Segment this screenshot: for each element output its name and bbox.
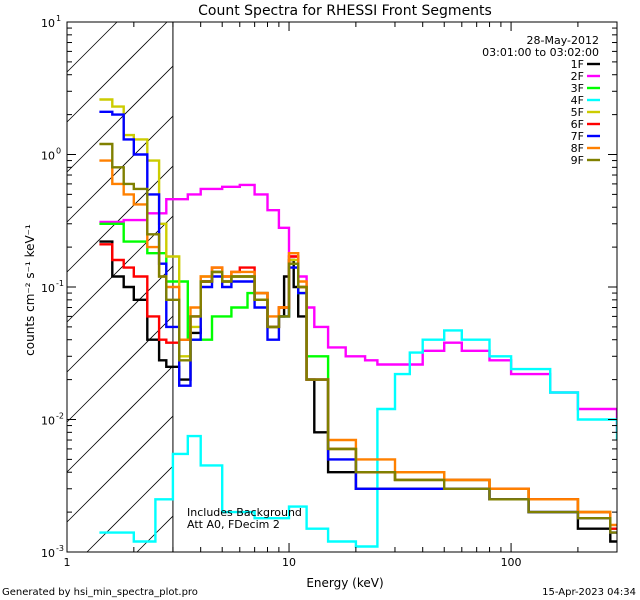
legend-label: 5F — [571, 106, 584, 119]
y-tick-label: 10 — [41, 547, 55, 560]
hatch-line — [86, 465, 174, 553]
hatch-line — [66, 165, 174, 273]
hatched-region — [66, 21, 174, 553]
x-axis-label: Energy (keV) — [306, 576, 383, 590]
hatch-line — [66, 265, 174, 373]
legend-label: 1F — [571, 58, 584, 71]
footer-generator: Generated by hsi_min_spectra_plot.pro — [2, 587, 198, 598]
attenuator-note: Att A0, FDecim 2 — [187, 518, 280, 531]
x-tick-label: 100 — [501, 556, 522, 569]
y-tick-label: 10 — [41, 17, 55, 30]
date-label: 28-May-2012 — [527, 34, 599, 47]
y-axis-label: counts cm⁻² s⁻¹ keV⁻¹ — [23, 224, 37, 356]
y-tick-label: 10 — [41, 282, 55, 295]
hatch-line — [66, 65, 174, 173]
y-tick-label: 10 — [41, 415, 55, 428]
y-tick-label: 10 — [41, 150, 55, 163]
legend-label: 3F — [571, 82, 584, 95]
legend-label: 7F — [571, 130, 584, 143]
series-layer — [99, 98, 617, 548]
chart-title: Count Spectra for RHESSI Front Segments — [198, 3, 492, 19]
y-tick-exponent: -2 — [56, 412, 64, 421]
series-3f — [99, 222, 617, 530]
legend-label: 6F — [571, 118, 584, 131]
hatch-line — [66, 315, 174, 423]
legend-label: 8F — [571, 142, 584, 155]
hatch-line — [66, 365, 174, 473]
legend-label: 2F — [571, 70, 584, 83]
footer-timestamp: 15-Apr-2023 04:34 — [542, 587, 636, 598]
hatch-line — [66, 215, 174, 323]
series-5f — [99, 98, 617, 530]
hatch-line — [66, 415, 174, 523]
time-range-label: 03:01:00 to 03:02:00 — [482, 46, 599, 59]
hatch-line — [66, 21, 168, 123]
series-7f — [99, 110, 617, 534]
x-tick-label: 1 — [64, 556, 71, 569]
hatch-line — [66, 21, 118, 73]
y-tick-exponent: -1 — [56, 279, 64, 288]
legend-label: 9F — [571, 154, 584, 167]
y-tick-exponent: 0 — [56, 147, 61, 156]
x-tick-label: 10 — [282, 556, 296, 569]
series-4f — [99, 329, 617, 548]
background-note: Includes Background — [187, 506, 302, 519]
series-2f — [99, 183, 617, 433]
series-9f — [99, 142, 617, 534]
y-tick-exponent: -3 — [56, 544, 64, 553]
legend-label: 4F — [571, 94, 584, 107]
hatch-line — [66, 115, 174, 223]
y-tick-exponent: 1 — [56, 14, 61, 23]
hatch-lines — [66, 21, 174, 553]
